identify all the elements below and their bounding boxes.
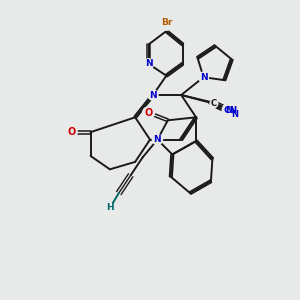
- Text: C: C: [211, 99, 217, 108]
- Circle shape: [231, 110, 239, 118]
- Circle shape: [142, 107, 154, 119]
- Text: N: N: [231, 110, 238, 119]
- Text: N: N: [145, 59, 152, 68]
- Text: O: O: [144, 108, 153, 118]
- Circle shape: [224, 106, 233, 115]
- Circle shape: [143, 59, 154, 69]
- Text: N: N: [225, 106, 232, 115]
- Text: O: O: [67, 127, 75, 137]
- Text: N: N: [200, 73, 207, 82]
- Circle shape: [210, 100, 218, 107]
- Circle shape: [148, 90, 158, 100]
- Circle shape: [65, 126, 77, 138]
- Text: CN: CN: [223, 106, 237, 115]
- Text: Br: Br: [161, 18, 172, 27]
- Circle shape: [159, 15, 174, 30]
- Circle shape: [105, 203, 115, 213]
- Text: N: N: [154, 135, 161, 144]
- Text: N: N: [149, 91, 157, 100]
- Circle shape: [198, 72, 208, 82]
- Circle shape: [222, 102, 238, 119]
- Circle shape: [152, 134, 163, 145]
- Text: H: H: [106, 203, 114, 212]
